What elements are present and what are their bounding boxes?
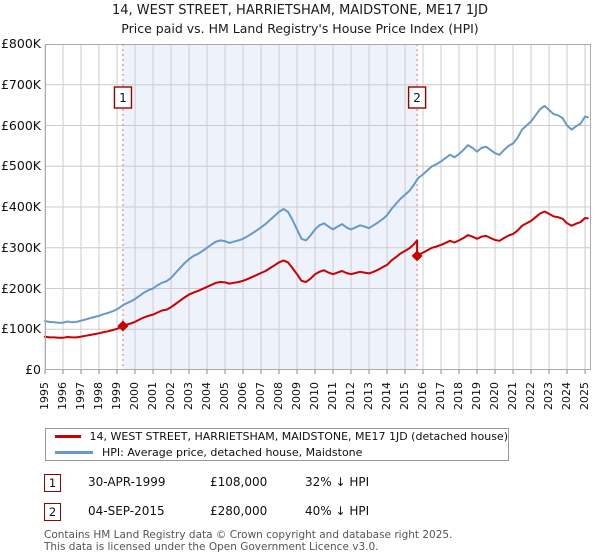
transaction-2-price: £280,000 — [210, 504, 268, 518]
sale-marker-diamond — [411, 250, 423, 262]
licence-line: This data is licensed under the Open Gov… — [44, 541, 379, 553]
y-axis-label: £700K — [0, 76, 41, 92]
x-axis-label: 2006 — [236, 382, 250, 410]
x-axis-label: 2012 — [344, 382, 358, 410]
y-axis-label: £100K — [0, 321, 41, 337]
transaction-1-vs-hpi: 32% ↓ HPI — [305, 475, 370, 489]
x-axis-label: 2021 — [506, 382, 520, 410]
page-title: 14, WEST STREET, HARRIETSHAM, MAIDSTONE,… — [112, 3, 488, 18]
x-axis-label: 2022 — [524, 382, 538, 410]
x-axis-label: 1995 — [38, 382, 51, 410]
transaction-1-date: 30-APR-1999 — [88, 475, 166, 489]
x-axis-label: 2003 — [182, 382, 196, 410]
y-axis-label: £500K — [0, 158, 41, 174]
legend-label: HPI: Average price, detached house, Maid… — [102, 446, 363, 459]
transaction-1-price: £108,000 — [210, 475, 268, 489]
x-axis-label: 2011 — [326, 382, 340, 410]
sale-label-box — [113, 86, 133, 109]
sale-label-number: 1 — [119, 91, 127, 105]
transaction-row-2: 2 04-SEP-2015 £280,000 40% ↓ HPI — [44, 503, 584, 522]
x-axis-label: 2008 — [272, 382, 286, 410]
sale-marker-diamond — [117, 320, 129, 332]
x-axis-label: 2025 — [578, 382, 592, 410]
hpi-line — [44, 104, 589, 324]
x-axis-label: 1997 — [74, 382, 87, 410]
y-axis-label: £0 — [25, 362, 41, 377]
transaction-2-vs-hpi: 40% ↓ HPI — [305, 504, 370, 518]
x-axis-label: 2004 — [200, 382, 214, 410]
transaction-row-1: 1 30-APR-1999 £108,000 32% ↓ HPI — [44, 474, 584, 493]
x-axis-label: 2019 — [470, 382, 484, 410]
y-axis-label: £600K — [0, 117, 41, 133]
x-axis-label: 1999 — [110, 382, 123, 410]
x-axis-label: 2020 — [488, 382, 502, 410]
price-paid-line — [44, 210, 589, 339]
sale-label-number: 2 — [413, 91, 421, 105]
x-axis-label: 2001 — [146, 382, 159, 410]
plot-border — [45, 44, 591, 370]
price-line-swatch — [55, 435, 81, 438]
x-axis-label: 2002 — [164, 382, 177, 410]
x-axis-label: 2000 — [128, 382, 141, 410]
x-axis-label: 2018 — [452, 382, 466, 410]
x-axis-label: 2016 — [416, 382, 430, 410]
x-axis-label: 2024 — [560, 382, 574, 410]
x-axis-label: 2013 — [362, 382, 376, 410]
copyright-line: Contains HM Land Registry data © Crown c… — [44, 529, 453, 541]
sale-label-box — [407, 86, 427, 109]
x-axis-label: 2007 — [254, 382, 268, 410]
legend-item-price-paid: 14, WEST STREET, HARRIETSHAM, MAIDSTONE,… — [55, 430, 508, 443]
hpi-line-swatch — [55, 451, 93, 454]
x-axis-label: 2009 — [290, 382, 304, 410]
x-axis-label: 2015 — [398, 382, 412, 410]
transaction-2-date: 04-SEP-2015 — [88, 504, 165, 518]
x-axis-label: 2010 — [308, 382, 322, 410]
x-axis-label: 2014 — [380, 382, 394, 410]
x-axis-label: 2005 — [218, 382, 232, 410]
y-axis-label: £200K — [0, 280, 41, 296]
x-axis-label: 2017 — [434, 382, 448, 410]
y-axis-label: £800K — [0, 36, 41, 51]
x-axis-label: 2023 — [542, 382, 556, 410]
transaction-2-badge: 2 — [44, 503, 61, 521]
transaction-1-badge: 1 — [44, 474, 61, 492]
x-axis-label: 1998 — [92, 382, 105, 410]
legend-item-hpi: HPI: Average price, detached house, Maid… — [55, 446, 508, 459]
legend-label: 14, WEST STREET, HARRIETSHAM, MAIDSTONE,… — [89, 430, 508, 443]
x-axis-label: 1996 — [56, 382, 69, 410]
chart-legend: 14, WEST STREET, HARRIETSHAM, MAIDSTONE,… — [45, 428, 509, 461]
y-axis-label: £300K — [0, 239, 41, 255]
y-axis-label: £400K — [0, 199, 41, 214]
page-subtitle: Price paid vs. HM Land Registry's House … — [121, 21, 479, 36]
